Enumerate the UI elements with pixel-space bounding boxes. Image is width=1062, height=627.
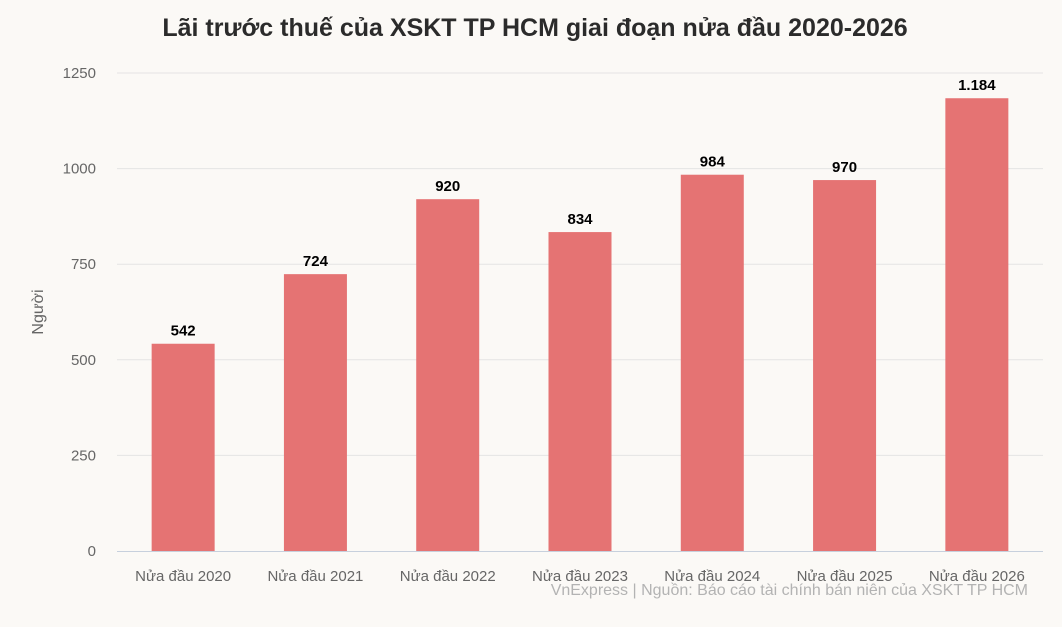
y-tick-label: 1000 [63, 161, 96, 178]
y-axis-ticks: 0 250 500 750 1000 1250 [63, 65, 96, 560]
data-labels: 542 724 920 834 984 970 1.184 [171, 77, 997, 340]
data-label: 984 [700, 154, 726, 171]
chart-title: Lãi trước thuế của XSKT TP HCM giai đoạn… [162, 14, 908, 42]
bar [416, 199, 480, 551]
bar [283, 274, 347, 551]
y-tick-label: 1250 [63, 65, 96, 82]
x-tick-label: Nửa đầu 2021 [267, 568, 363, 585]
data-label: 834 [567, 211, 593, 228]
y-tick-label: 500 [71, 352, 96, 369]
data-label: 1.184 [958, 77, 996, 94]
y-tick-label: 0 [88, 543, 96, 560]
x-tick-label: Nửa đầu 2026 [929, 568, 1025, 585]
bar [151, 343, 215, 551]
bars [151, 98, 1009, 552]
y-tick-label: 750 [71, 256, 96, 273]
x-axis-ticks: Nửa đầu 2020 Nửa đầu 2021 Nửa đầu 2022 Nửa … [135, 568, 1025, 585]
bar [680, 174, 744, 552]
x-tick-label: Nửa đầu 2022 [400, 568, 496, 585]
x-tick-label: Nửa đầu 2025 [797, 568, 893, 585]
data-label: 970 [832, 159, 857, 176]
source-note: VnExpress | Nguồn: Báo cáo tài chính bán… [550, 582, 1028, 599]
y-axis-label: Người [30, 289, 47, 334]
data-label: 920 [435, 178, 460, 195]
data-label: 542 [171, 323, 196, 340]
bar [945, 98, 1009, 551]
bar [813, 180, 877, 551]
bar [548, 232, 612, 551]
x-tick-label: Nửa đầu 2023 [532, 568, 628, 585]
data-label: 724 [303, 253, 329, 270]
x-tick-label: Nửa đầu 2024 [664, 568, 760, 585]
y-tick-label: 250 [71, 447, 96, 464]
x-tick-label: Nửa đầu 2020 [135, 568, 231, 585]
